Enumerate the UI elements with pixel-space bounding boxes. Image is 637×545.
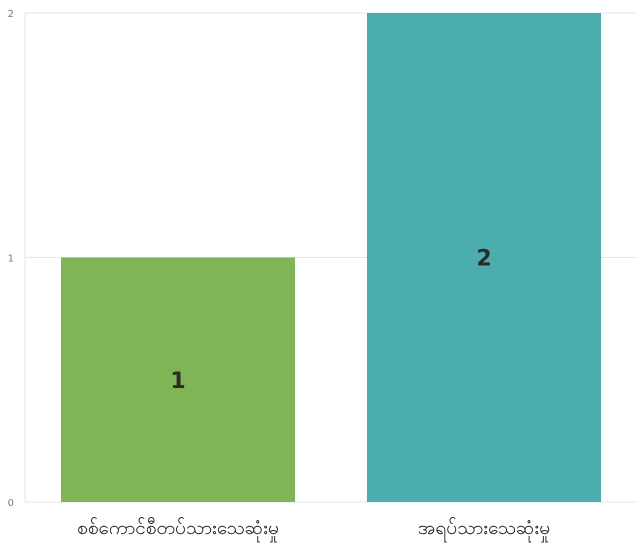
x-tick-label-1: စစ်ကောင်စီတပ်သားသေဆုံးမှု [77, 516, 279, 543]
bars [60, 13, 602, 502]
data-label-2: 2 [476, 247, 491, 272]
bar-2 [366, 13, 602, 502]
data-label-1: 1 [170, 369, 185, 394]
y-tick-label: 2 [8, 9, 14, 20]
bar-1 [60, 257, 296, 502]
y-tick-label: 1 [8, 254, 14, 265]
data-labels: 12 [170, 247, 491, 394]
x-tick-label-2: အရပ်သားသေဆုံးမှု [418, 516, 550, 543]
y-axis-ticks: 0 1 2 [8, 9, 14, 509]
y-tick-label: 0 [8, 498, 14, 509]
x-axis-ticks: စစ်ကောင်စီတပ်သားသေဆုံးမှု အရပ်သားသေဆုံးမှ… [77, 516, 550, 543]
